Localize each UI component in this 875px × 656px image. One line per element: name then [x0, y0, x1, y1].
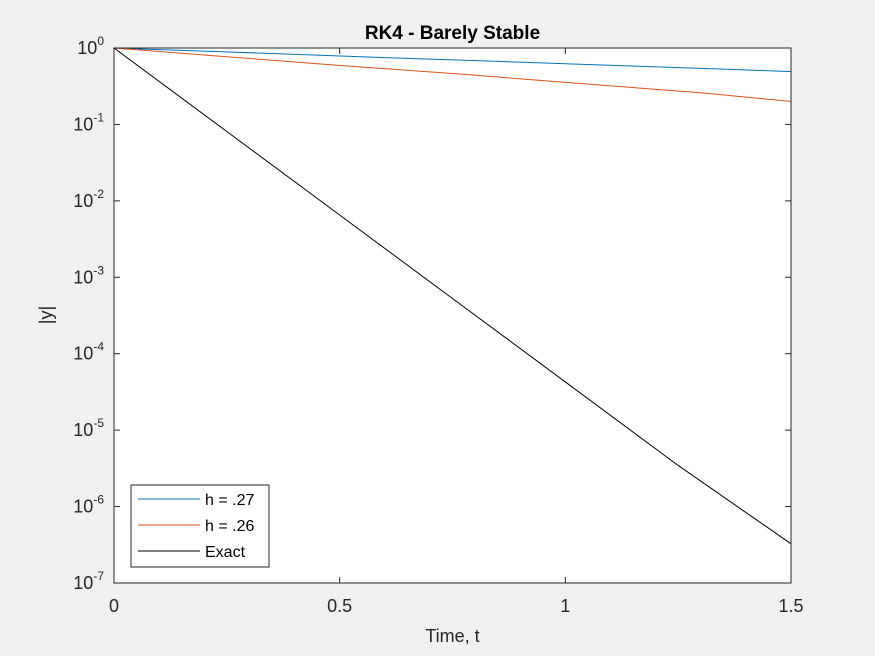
- series-line-exact: [113, 47, 792, 545]
- legend-label-h-27: h = .27: [205, 492, 254, 509]
- legend-label-exact: Exact: [205, 544, 246, 561]
- y-tick-label: 10-1: [73, 110, 104, 134]
- x-tick-label: 1.5: [778, 596, 803, 616]
- series-layer: [113, 47, 792, 545]
- legend: h = .27 h = .26 Exact: [130, 484, 270, 568]
- y-tick-label: 10-5: [73, 416, 104, 440]
- y-tick-label: 10-6: [73, 493, 104, 517]
- series-line-h-26: [113, 47, 792, 102]
- y-tick-label: 100: [77, 34, 104, 58]
- legend-label-h-26: h = .26: [205, 518, 254, 535]
- y-axis-label: |y|: [36, 306, 56, 324]
- chart-title: RK4 - Barely Stable: [365, 23, 540, 44]
- x-tick-label: 0: [109, 596, 119, 616]
- x-axis-label: Time, t: [425, 626, 479, 646]
- series-line-h-27: [113, 47, 792, 73]
- y-tick-label: 10-3: [73, 263, 104, 287]
- y-tick-label: 10-4: [73, 340, 104, 364]
- y-tick-label: 10-2: [73, 187, 104, 211]
- tick-layer: 0 0.5 1 1.5 100 10-1 10-2 10-3 10-4 10-5 10-6 10-7: [73, 34, 803, 616]
- y-tick-label: 10-7: [73, 569, 104, 593]
- x-tick-label: 1: [560, 596, 570, 616]
- x-tick-label: 0.5: [327, 596, 352, 616]
- axes-box: [113, 47, 792, 584]
